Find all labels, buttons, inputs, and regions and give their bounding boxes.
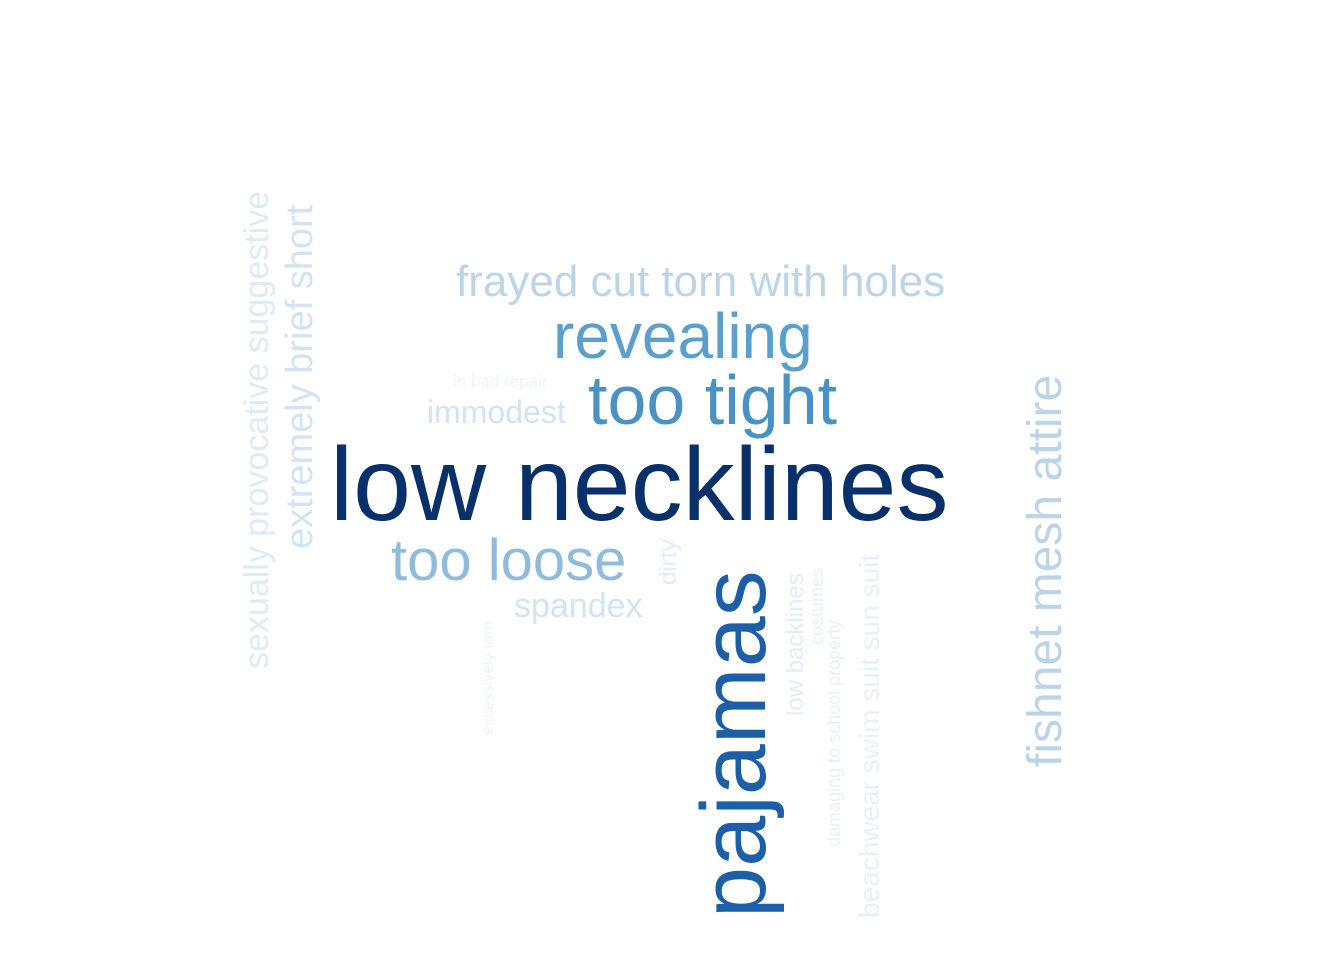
word-frayed-cut-torn-with-holes: frayed cut torn with holes <box>456 257 945 306</box>
word-revealing: revealing <box>553 300 813 372</box>
word-low-backlines: low backlines <box>782 573 809 716</box>
word-fishnet-mesh-attire: fishnet mesh attire <box>1019 375 1072 767</box>
word-immodest: immodest <box>427 394 566 430</box>
word-extremely-brief-short: extremely brief short <box>279 204 321 549</box>
word-low-necklines: low necklines <box>330 427 949 543</box>
word-sexually-provocative-suggestive: sexually provocative suggestive <box>238 191 276 669</box>
word-costumes: costumes <box>807 568 827 645</box>
word-dirty: dirty <box>655 540 682 585</box>
word-too-tight: too tight <box>588 361 837 439</box>
word-pajamas: pajamas <box>683 570 785 918</box>
word-beachwear-swim-suit-sun-suit: beachwear swim suit sun suit <box>854 554 885 918</box>
word-damaging-to-school-property: damaging to school property <box>824 620 844 847</box>
word-excessively-torn: excessively torn <box>480 621 497 735</box>
word-spandex: spandex <box>514 587 643 625</box>
word-too-loose: too loose <box>391 528 626 593</box>
word-in-bad-repair: in bad repair <box>453 372 548 391</box>
